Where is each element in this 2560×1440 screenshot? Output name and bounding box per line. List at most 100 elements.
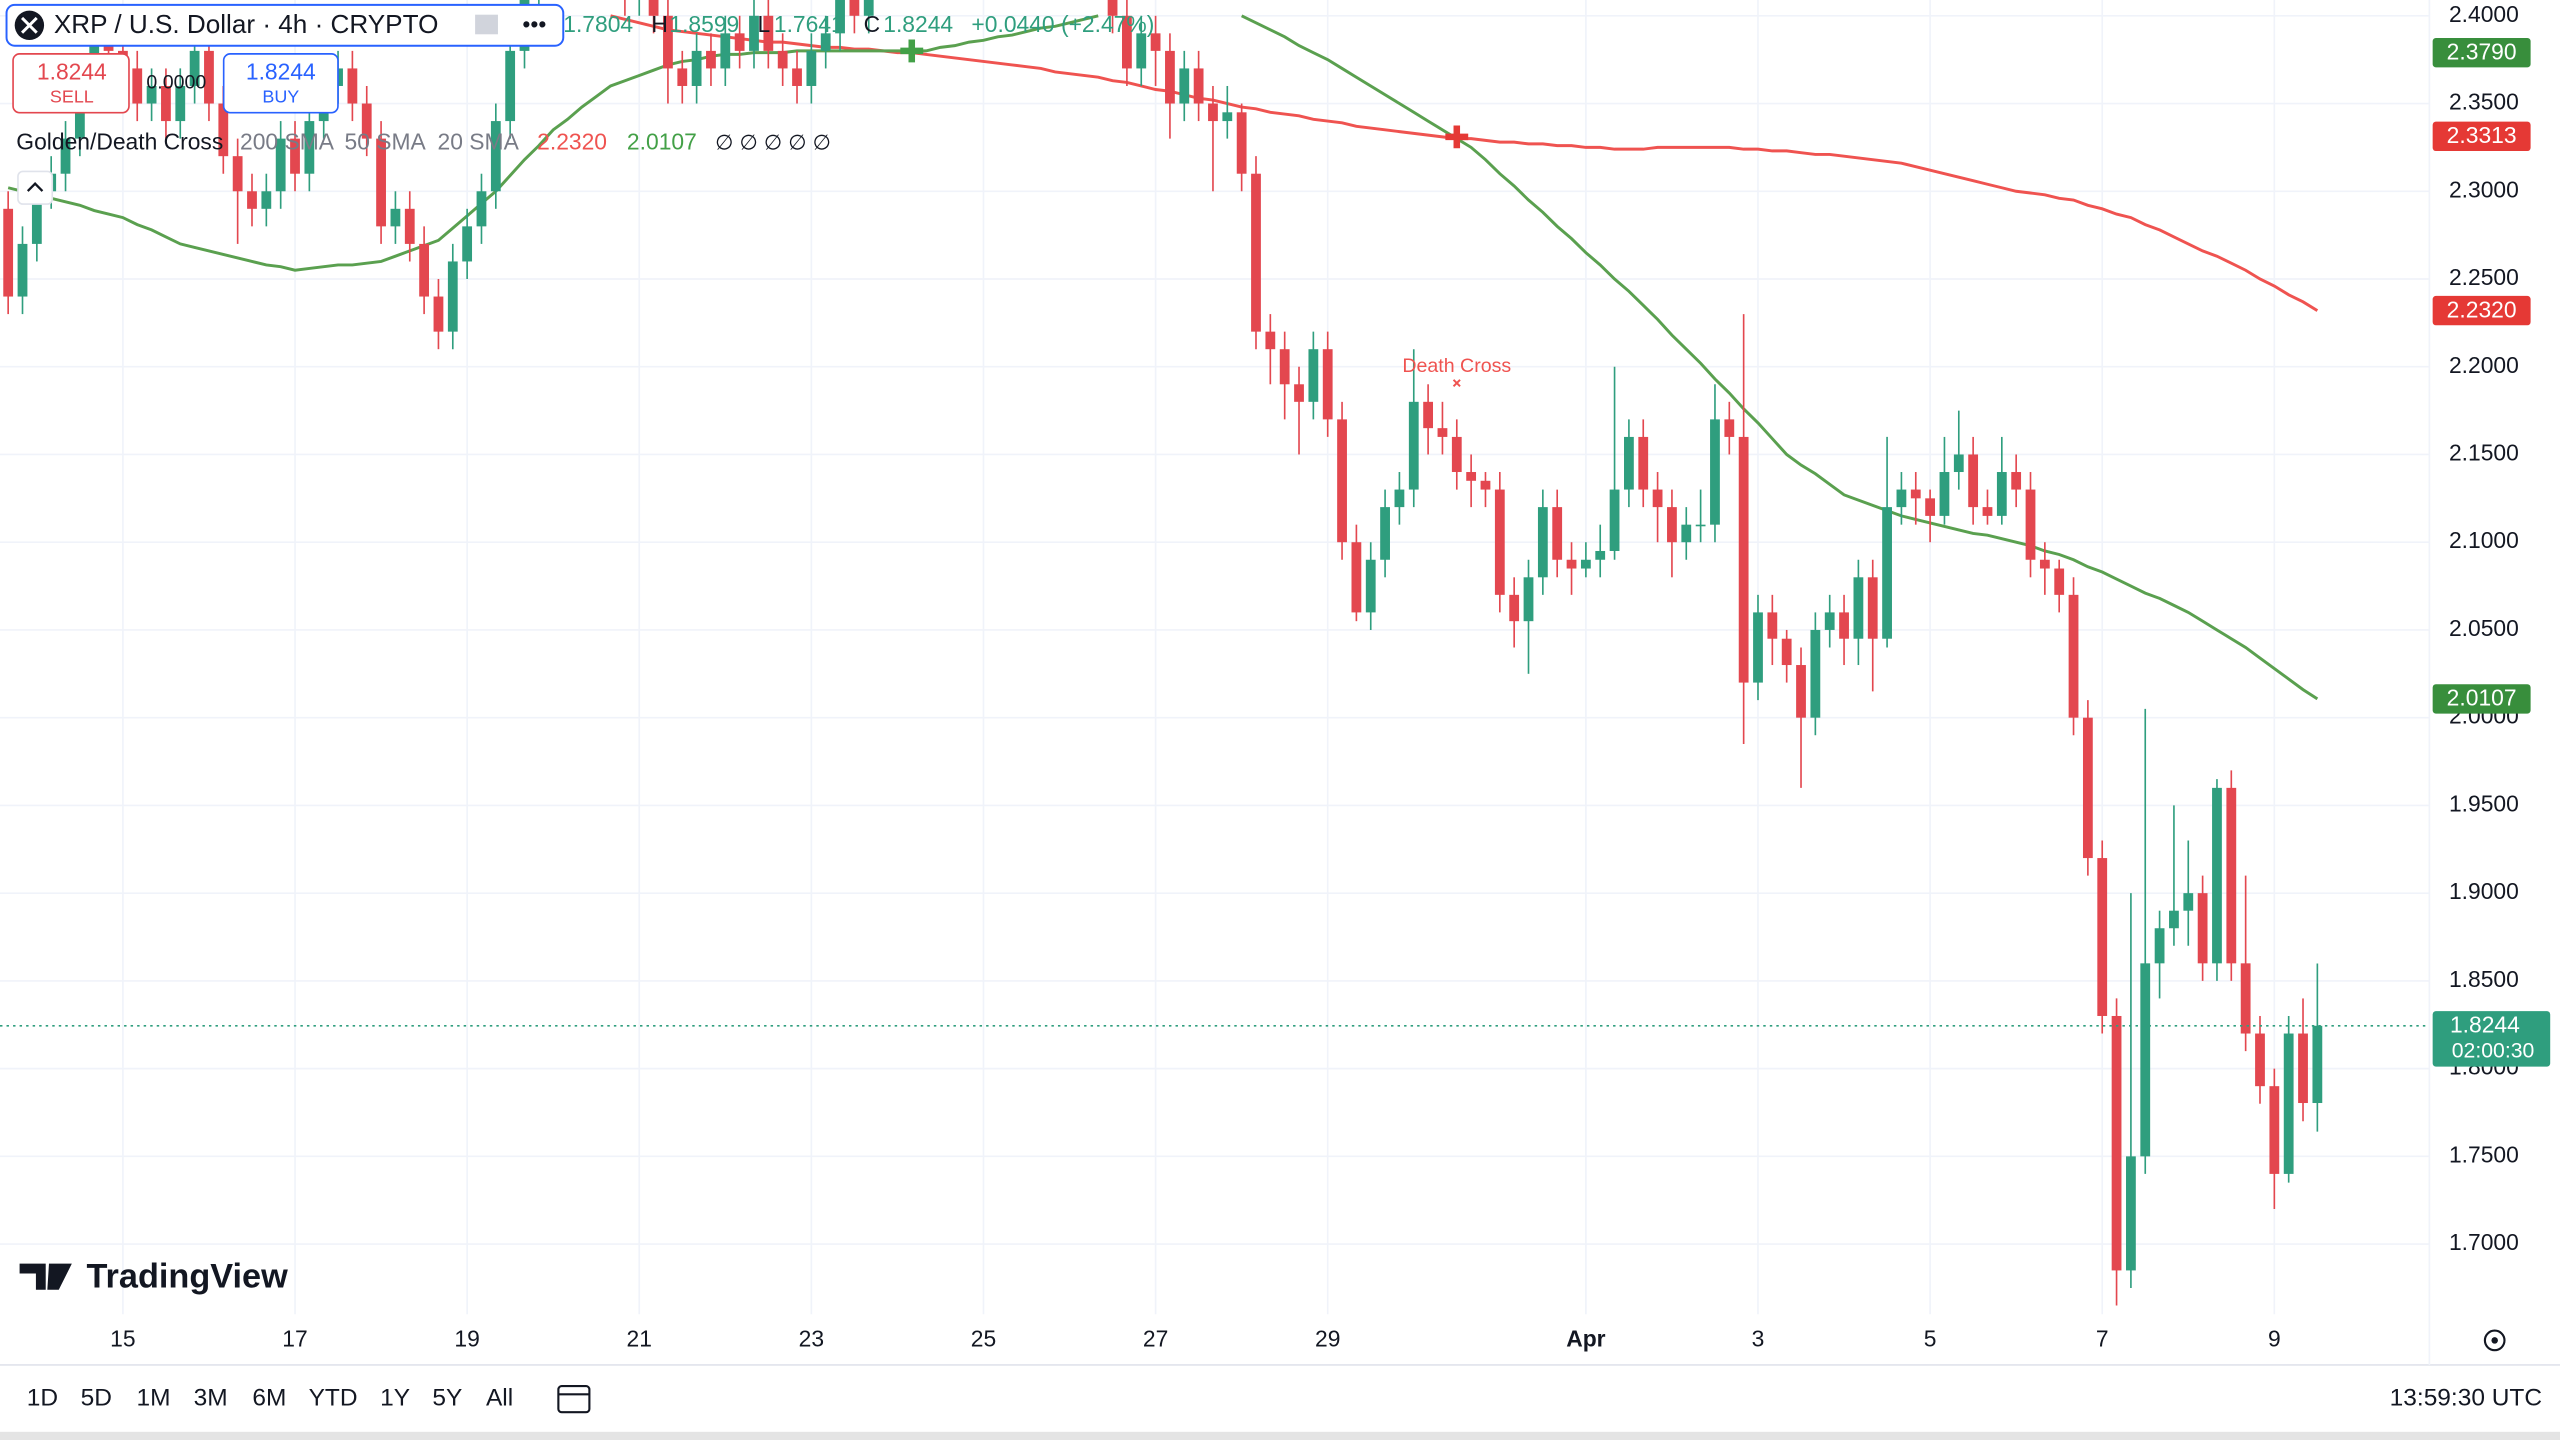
candle-body: [1136, 33, 1147, 69]
date-range-icon[interactable]: [557, 1385, 591, 1414]
legend-value: 2.2320: [537, 129, 607, 155]
candle-body: [1910, 489, 1921, 499]
candle-body: [1552, 507, 1563, 560]
more-icon[interactable]: •••: [522, 11, 546, 37]
timeframe-button[interactable]: 5Y: [432, 1385, 462, 1412]
sell-label[interactable]: SELL: [50, 87, 94, 107]
x-tick-label: 19: [454, 1325, 479, 1351]
candle-body: [2298, 1033, 2308, 1104]
candle-body: [1337, 419, 1347, 543]
price-label-box: [2432, 37, 2531, 68]
candle-body: [132, 68, 143, 104]
y-tick-label: 2.4000: [2449, 1, 2519, 27]
price-label-box: [2432, 684, 2531, 714]
candle-body: [749, 15, 759, 51]
x-tick-label: 23: [799, 1325, 824, 1351]
clock[interactable]: 13:59:30 UTC: [2390, 1385, 2542, 1412]
candle-body: [1208, 103, 1218, 122]
candle-body: [1365, 559, 1376, 613]
candle-body: [720, 33, 731, 69]
candle-body: [2240, 963, 2251, 1034]
timeframe-button[interactable]: All: [486, 1385, 513, 1412]
bottom-strip: [0, 1431, 2560, 1440]
candle-body: [275, 138, 286, 192]
candle-body: [1509, 594, 1520, 622]
xrp-logo-mark: [21, 16, 38, 34]
buy-button[interactable]: [222, 53, 339, 114]
x-tick-label: 21: [627, 1325, 652, 1351]
candle-body: [490, 121, 501, 192]
candle-body: [60, 138, 71, 174]
buy-price[interactable]: 1.8244: [246, 59, 316, 85]
candle-body: [1624, 436, 1634, 490]
candle-body: [806, 50, 817, 86]
candle-body: [1437, 428, 1448, 437]
plot-area: Death Cross: [0, 0, 2430, 1306]
timeframe-button[interactable]: 6M: [252, 1385, 286, 1412]
countdown: 02:00:30: [2452, 1040, 2535, 1063]
change-value: +0.0440 (+2.47%): [971, 11, 1154, 37]
timeframe-button[interactable]: 1Y: [380, 1385, 410, 1412]
candle-body: [1925, 498, 1936, 516]
candle-body: [2140, 963, 2151, 1157]
y-tick-label: 1.7500: [2449, 1141, 2519, 1167]
timeframe-button[interactable]: 1D: [27, 1385, 58, 1412]
candle-body: [1939, 472, 1950, 516]
timeframe-button[interactable]: YTD: [309, 1385, 358, 1412]
open-value: 1.7804: [563, 11, 633, 37]
candle-body: [476, 191, 487, 227]
timeframe-button[interactable]: 1M: [136, 1385, 170, 1412]
candle-body: [2025, 489, 2036, 560]
sell-button[interactable]: [12, 53, 130, 114]
price-label: 2.3790: [2447, 38, 2517, 64]
settings-icon[interactable]: [2483, 1329, 2506, 1352]
candle-body: [2082, 717, 2093, 859]
candle-body: [376, 138, 386, 227]
candle-body: [1968, 454, 1979, 508]
y-tick-label: 2.3500: [2449, 89, 2519, 115]
price-label: 2.3313: [2447, 122, 2517, 148]
candle-body: [1824, 612, 1835, 630]
candle-body: [1236, 112, 1247, 174]
legend-flags: ∅ ∅ ∅ ∅ ∅: [715, 131, 831, 154]
candle-body: [2154, 928, 2165, 964]
candle-body: [2283, 1033, 2294, 1174]
candle-body: [17, 243, 28, 297]
candle-body: [706, 50, 716, 69]
timeframe-button[interactable]: 3M: [194, 1385, 228, 1412]
timeframe-button[interactable]: 5D: [81, 1385, 112, 1412]
candle-body: [161, 85, 171, 122]
annotation-marker: [1452, 379, 1461, 388]
last-price-label: 1.8244: [2450, 1012, 2520, 1038]
symbol-box[interactable]: [5, 3, 565, 47]
candle-body: [2197, 893, 2208, 964]
candle-body: [1179, 68, 1190, 104]
y-tick-label: 2.1000: [2449, 527, 2519, 553]
cross-marker: [1445, 125, 1469, 149]
high-value: 1.8599: [669, 11, 739, 37]
cross-marker: [900, 39, 924, 63]
spread: 0.0000: [146, 71, 206, 93]
y-tick-label: 2.3000: [2449, 176, 2519, 202]
buy-label[interactable]: BUY: [262, 87, 299, 107]
candle-body: [849, 0, 860, 16]
candle-body: [433, 296, 444, 332]
legend-entry: 200 SMA: [240, 129, 335, 155]
candle-body: [835, 0, 845, 34]
high-label: H: [651, 11, 668, 37]
collapse-button[interactable]: [17, 170, 54, 205]
candle-body: [247, 191, 257, 209]
sell-price[interactable]: 1.8244: [37, 59, 107, 85]
candle-body: [1279, 349, 1290, 385]
candle-body: [1867, 577, 1878, 639]
candle-body: [1451, 436, 1462, 473]
flag-icon: [475, 14, 498, 35]
candle-body: [2255, 1033, 2265, 1087]
candle-body: [1580, 559, 1591, 569]
candle-body: [1652, 489, 1663, 508]
candle-body: [820, 33, 831, 51]
candle-body: [1710, 419, 1720, 525]
candle-body: [204, 50, 214, 104]
